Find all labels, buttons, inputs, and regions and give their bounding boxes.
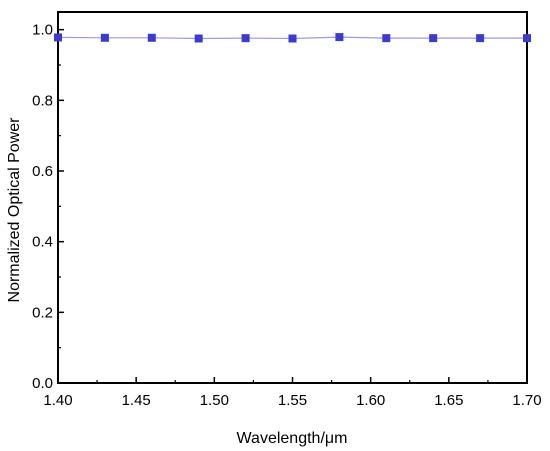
- y-tick-label: 0.2: [32, 304, 53, 321]
- data-point: [194, 34, 203, 43]
- y-axis-title: Normalized Optical Power: [6, 117, 23, 303]
- data-point: [429, 34, 438, 43]
- data-point: [288, 34, 297, 43]
- data-point: [241, 34, 250, 43]
- data-point: [523, 34, 531, 43]
- y-axis: 0.0 0.2 0.4 0.6 0.8 1.0: [32, 22, 64, 392]
- data-point: [382, 34, 391, 43]
- y-tick-label: 1.0: [32, 22, 53, 39]
- x-tick-label: 1.50: [200, 392, 229, 409]
- x-tick-label: 1.45: [122, 392, 151, 409]
- data-point: [100, 33, 109, 42]
- x-tick-label: 1.55: [278, 392, 307, 409]
- x-tick-label: 1.60: [356, 392, 385, 409]
- plot-area: [54, 11, 531, 384]
- x-axis-title: Wavelength/μm: [237, 430, 348, 447]
- x-tick-label: 1.65: [434, 392, 463, 409]
- y-tick-label: 0.4: [32, 234, 53, 251]
- x-tick-label: 1.70: [512, 392, 541, 409]
- plot-frame: [57, 11, 528, 384]
- data-point: [476, 34, 485, 43]
- x-axis: 1.40 1.45 1.50 1.55 1.60 1.65 1.70: [43, 377, 542, 409]
- data-point: [147, 33, 156, 42]
- data-point: [335, 33, 344, 42]
- y-tick-label: 0.8: [32, 92, 53, 109]
- y-tick-label: 0.0: [32, 375, 53, 392]
- x-tick-label: 1.40: [43, 392, 72, 409]
- data-point: [54, 33, 62, 42]
- y-tick-label: 0.6: [32, 163, 53, 180]
